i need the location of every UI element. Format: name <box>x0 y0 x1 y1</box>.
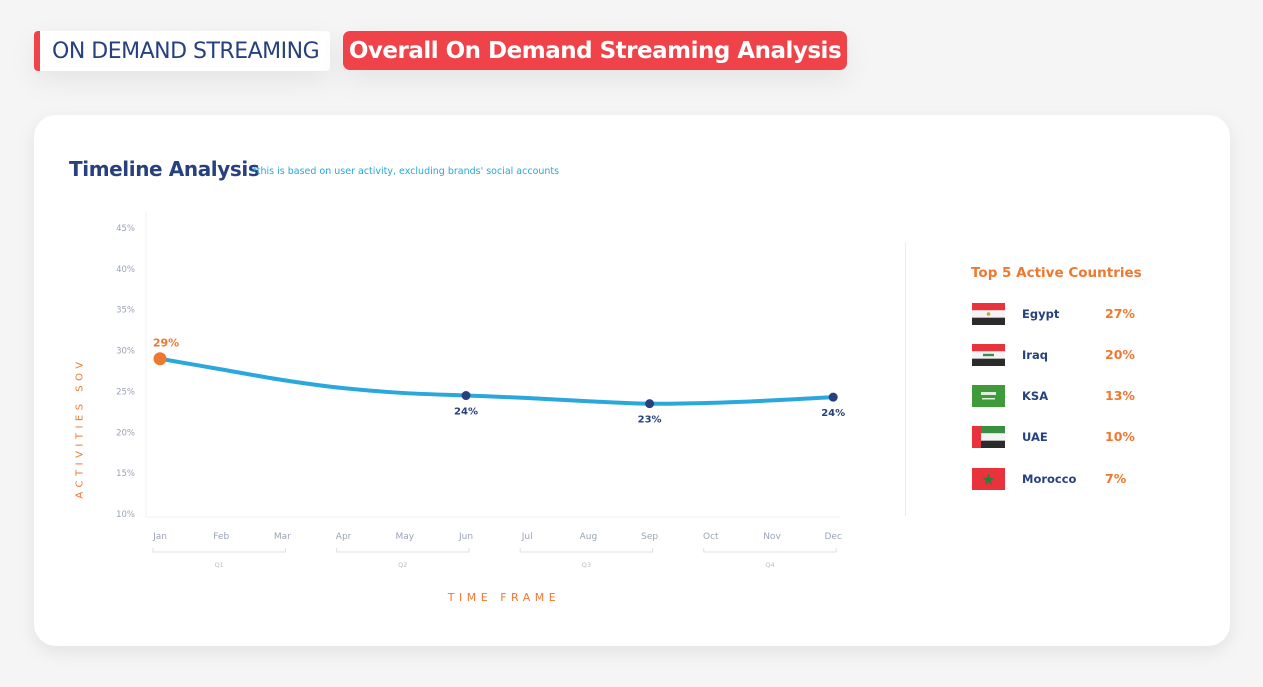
country-row-morocco: Morocco 7% <box>972 468 1172 490</box>
data-label: 24% <box>454 407 478 418</box>
iraq-flag-icon <box>972 344 1005 366</box>
egypt-flag-icon <box>972 303 1005 325</box>
country-name: Morocco <box>1022 472 1077 486</box>
country-value: 7% <box>1105 471 1127 486</box>
timeline-chart: 10% 15% 20% 25% 30% 35% 40% 45% Jan Feb Mar Apr May J… <box>116 212 845 569</box>
country-row-iraq: Iraq 20% <box>972 344 1172 366</box>
quarter-label: Q1 <box>215 561 224 569</box>
y-tick-label: 25% <box>116 387 135 397</box>
country-name: Iraq <box>1022 348 1048 362</box>
country-value: 20% <box>1105 347 1135 362</box>
page-title-text: Overall On Demand Streaming Analysis <box>348 37 842 64</box>
x-tick-label: May <box>395 532 414 542</box>
country-name: Egypt <box>1022 307 1060 321</box>
page-title: Overall On Demand Streaming Analysis <box>343 31 847 70</box>
x-tick-label: Jun <box>458 532 473 542</box>
data-point <box>153 352 167 366</box>
country-row-uae: UAE 10% <box>972 426 1172 448</box>
x-axis-title: TIME FRAME <box>447 591 561 604</box>
x-tick-label: Feb <box>213 532 229 542</box>
section-label: ON DEMAND STREAMING <box>34 31 330 71</box>
card-note: *this is based on user activity, excludi… <box>252 166 560 177</box>
y-tick-label: 40% <box>116 265 135 275</box>
quarter-bracket <box>703 548 837 553</box>
quarter-label: Q4 <box>765 561 774 569</box>
data-point <box>828 392 838 402</box>
y-axis-title: ACTIVITIES SOV <box>74 357 86 499</box>
quarter-label: Q3 <box>582 561 591 569</box>
timeline-card: Timeline Analysis *this is based on user… <box>34 115 1230 646</box>
card-title: Timeline Analysis <box>69 157 260 181</box>
quarter-bracket <box>152 548 286 553</box>
y-tick-label: 15% <box>116 469 135 479</box>
quarter-label: Q2 <box>398 561 407 569</box>
y-tick-label: 45% <box>116 224 135 234</box>
data-label: 24% <box>821 408 845 419</box>
x-tick-label: Sep <box>641 532 658 542</box>
x-tick-label: Dec <box>824 532 841 542</box>
x-tick-label: Jan <box>152 532 167 542</box>
quarter-bracket <box>519 548 654 553</box>
country-value: 27% <box>1105 306 1135 321</box>
x-tick-label: Aug <box>580 532 598 542</box>
data-point <box>645 399 655 409</box>
country-value: 10% <box>1105 429 1135 444</box>
y-tick-label: 20% <box>116 428 135 438</box>
x-tick-label: Oct <box>703 532 719 542</box>
ksa-flag-icon <box>972 385 1005 407</box>
divider <box>905 242 906 516</box>
data-label: 23% <box>638 415 662 426</box>
country-name: KSA <box>1022 389 1049 403</box>
x-tick-label: Mar <box>274 532 291 542</box>
countries-title: Top 5 Active Countries <box>971 265 1142 281</box>
country-value: 13% <box>1105 388 1135 403</box>
series-line <box>158 356 836 406</box>
uae-flag-icon <box>972 426 1005 448</box>
quarter-bracket <box>336 548 470 553</box>
x-tick-label: Apr <box>336 532 352 542</box>
data-point <box>461 391 471 401</box>
section-label-text: ON DEMAND STREAMING <box>52 38 320 64</box>
y-tick-label: 10% <box>116 510 135 520</box>
data-label: 29% <box>153 337 179 350</box>
y-tick-label: 35% <box>116 306 135 316</box>
x-tick-label: Nov <box>763 532 781 542</box>
x-tick-label: Jul <box>521 532 533 542</box>
country-name: UAE <box>1022 430 1048 444</box>
country-row-ksa: KSA 13% <box>972 385 1172 407</box>
y-tick-label: 30% <box>116 347 135 357</box>
morocco-flag-icon <box>972 468 1005 490</box>
country-row-egypt: Egypt 27% <box>972 303 1172 325</box>
